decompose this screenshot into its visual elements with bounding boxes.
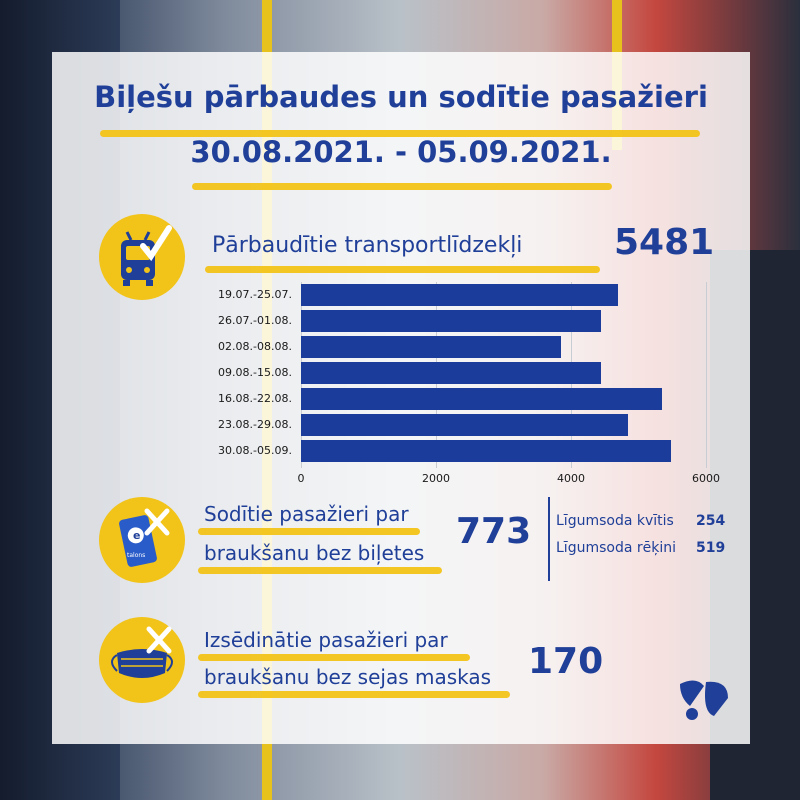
vehicles-underline bbox=[205, 266, 600, 273]
category-label: 19.07.-25.07. bbox=[218, 288, 292, 301]
vehicles-value: 5481 bbox=[614, 222, 715, 263]
category-label: 09.08.-15.08. bbox=[218, 366, 292, 379]
masks-underline1 bbox=[198, 654, 470, 661]
bar bbox=[301, 388, 663, 410]
masks-label-line2: braukšanu bez sejas maskas bbox=[204, 665, 492, 689]
bar bbox=[301, 440, 671, 462]
face-mask-icon bbox=[99, 617, 185, 703]
fined-label-line2: braukšanu bez biļetes bbox=[204, 541, 425, 565]
bar bbox=[301, 362, 602, 384]
bar bbox=[301, 310, 602, 332]
fined-label-line1: Sodītie pasažieri par bbox=[204, 502, 409, 526]
svg-text:e: e bbox=[133, 529, 140, 542]
title-underline bbox=[100, 130, 700, 137]
masks-underline2 bbox=[198, 691, 510, 698]
fined-value: 773 bbox=[456, 511, 532, 552]
e-talons-card-icon: e talons bbox=[99, 497, 185, 583]
date-range: 30.08.2021. - 05.09.2021. bbox=[190, 135, 612, 169]
breakdown-divider bbox=[548, 497, 550, 581]
fined-underline1 bbox=[198, 528, 420, 535]
x-tick-label: 2000 bbox=[422, 472, 450, 485]
category-label: 23.08.-29.08. bbox=[218, 418, 292, 431]
bus-check-icon bbox=[99, 214, 185, 300]
masks-label-line1: Izsēdinātie pasažieri par bbox=[204, 628, 448, 652]
category-label: 16.08.-22.08. bbox=[218, 392, 292, 405]
fined-underline2 bbox=[198, 567, 442, 574]
category-label: 02.08.-08.08. bbox=[218, 340, 292, 353]
breakdown-row-invoices: Līgumsoda rēķini 519 bbox=[556, 540, 726, 556]
bar bbox=[301, 284, 619, 306]
infographic-title: Biļešu pārbaudes un sodītie pasažieri bbox=[94, 80, 708, 114]
bar bbox=[301, 414, 629, 436]
breakdown-row-receipts: Līgumsoda kvītis 254 bbox=[556, 513, 726, 529]
gridline bbox=[706, 282, 707, 468]
masks-value: 170 bbox=[528, 641, 604, 682]
card-text: talons bbox=[127, 552, 145, 559]
vehicles-label: Pārbaudītie transportlīdzekļi bbox=[212, 233, 523, 258]
x-tick-label: 0 bbox=[297, 472, 305, 485]
category-label: 26.07.-01.08. bbox=[218, 314, 292, 327]
date-underline bbox=[192, 183, 612, 190]
x-tick-label: 6000 bbox=[692, 472, 720, 485]
category-label: 30.08.-05.09. bbox=[218, 444, 292, 457]
rigas-satiksme-logo bbox=[676, 676, 732, 722]
x-tick-label: 4000 bbox=[557, 472, 585, 485]
bar bbox=[301, 336, 561, 358]
